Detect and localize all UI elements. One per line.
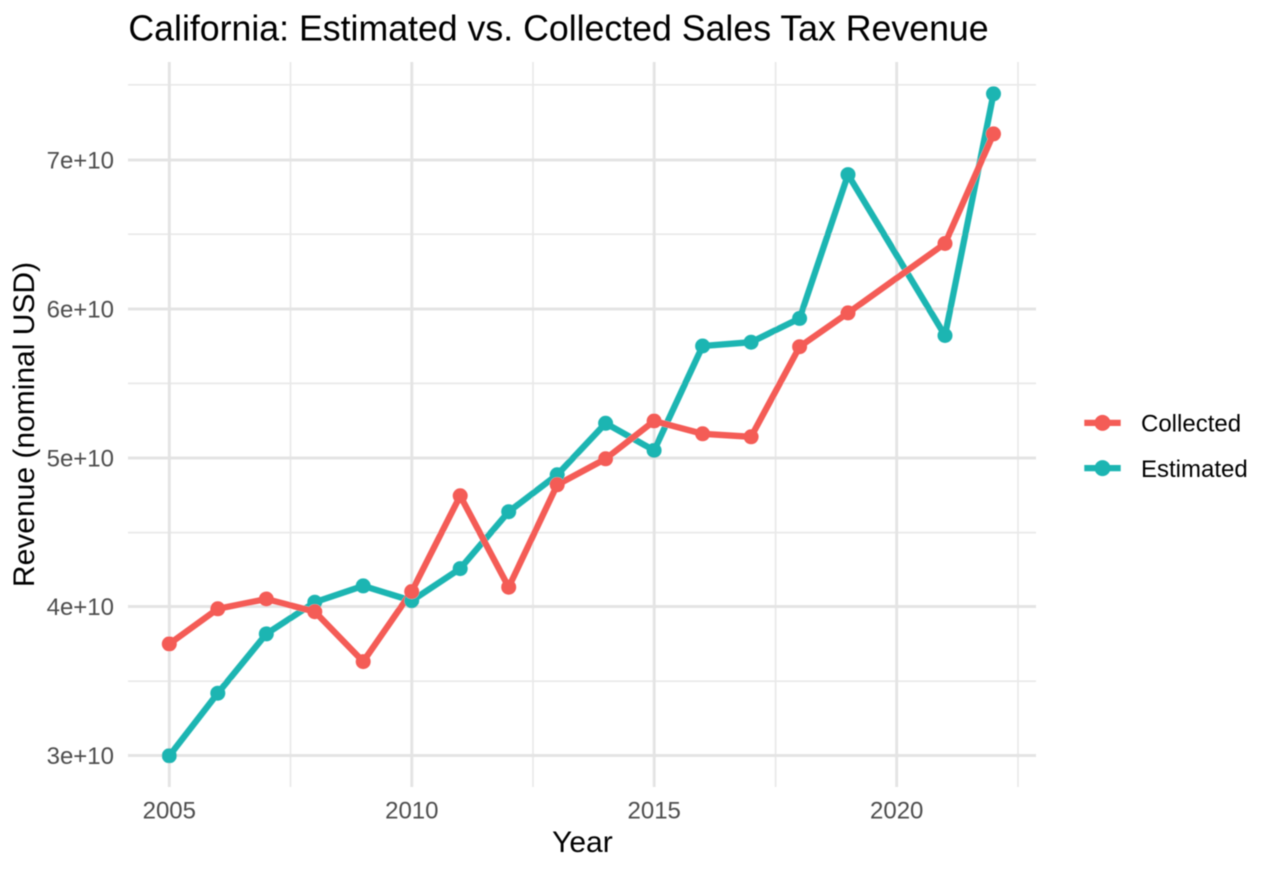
svg-text:2010: 2010 (385, 797, 438, 824)
svg-text:6e+10: 6e+10 (47, 297, 114, 324)
svg-text:Revenue (nominal USD): Revenue (nominal USD) (8, 262, 41, 587)
svg-text:Estimated: Estimated (1141, 456, 1248, 483)
svg-text:2015: 2015 (628, 797, 681, 824)
svg-text:Collected: Collected (1141, 411, 1241, 438)
svg-text:3e+10: 3e+10 (47, 743, 114, 770)
svg-text:2005: 2005 (143, 797, 196, 824)
svg-text:4e+10: 4e+10 (47, 594, 114, 621)
svg-text:2020: 2020 (870, 797, 923, 824)
svg-text:Year: Year (552, 826, 613, 859)
svg-text:5e+10: 5e+10 (47, 446, 114, 473)
svg-text:7e+10: 7e+10 (47, 148, 114, 175)
svg-text:California: Estimated vs. Coll: California: Estimated vs. Collected Sale… (128, 8, 988, 48)
